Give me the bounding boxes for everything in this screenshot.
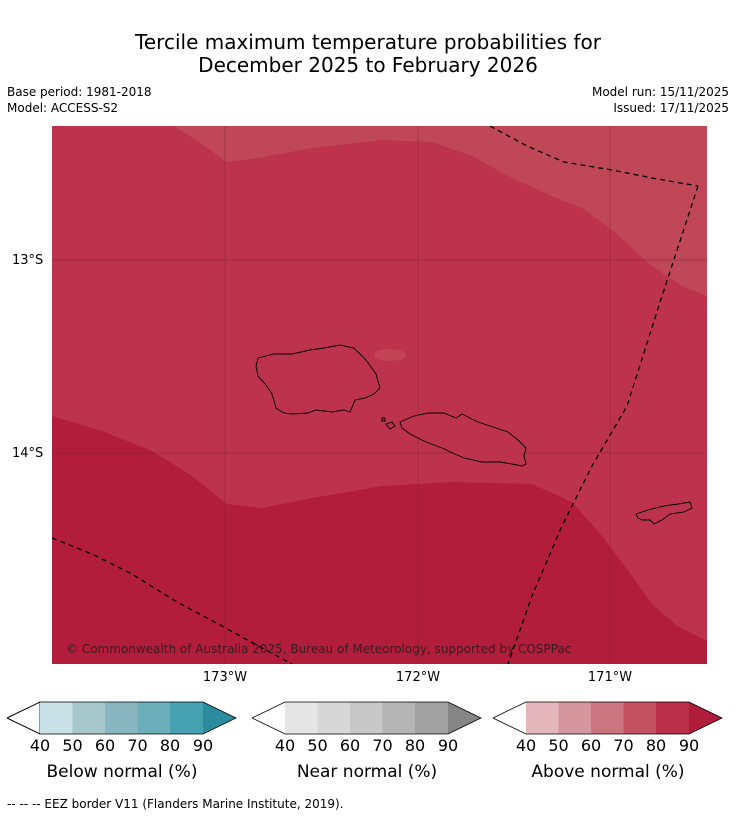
colorbar-near-label: Near normal (%) [296,762,438,782]
island-upolu [399,412,527,467]
graticule [52,126,707,664]
cbar-near-40-50 [285,702,318,734]
cbar-below-tick: 40 [29,736,51,755]
island-savaii [255,344,381,415]
cbar-near-tick: 70 [372,736,393,755]
cbar-below-tick: 50 [62,736,83,755]
eez-footnote: -- -- -- EEZ border V11 (Flanders Marine… [7,797,344,811]
eez-border [52,126,699,664]
map-title: Tercile maximum temperature probabilitie… [0,31,736,77]
cbar-above-50-60 [558,702,591,734]
eez-border-east [507,185,699,664]
island-manono [385,421,396,430]
colorbar-below-normal [7,701,237,735]
issued-date: Issued: 17/11/2025 [613,101,729,115]
cbar-below-80-90 [170,702,203,734]
cbar-near-outline [252,701,482,735]
colorbar-below-label: Below normal (%) [46,762,198,782]
model-run: Model run: 15/11/2025 [591,85,729,99]
meta-right: Model run: 15/11/2025 Issued: 17/11/2025 [592,84,729,116]
lat-label-13s: 13°S [12,253,44,268]
cbar-near-tick: 90 [437,736,459,755]
cbar-above-tick: 40 [515,736,537,755]
cbar-above-60-70 [591,702,624,734]
lon-label-173w: 173°W [202,670,248,685]
lat-label-14s: 14°S [12,446,44,461]
land-outlines [255,344,693,525]
cbar-below-40-50 [40,702,73,734]
cbar-below-tick: 80 [159,736,181,755]
cbar-above-80-90 [656,702,689,734]
cbar-above-tick: 50 [548,736,569,755]
copyright-notice: © Commonwealth of Australia 2025, Bureau… [66,642,572,656]
cbar-below-over [203,702,236,734]
map-title-line2: December 2025 to February 2026 [198,53,538,77]
cbar-below-tick: 60 [94,736,116,755]
region-above-80-90 [52,416,707,664]
cbar-near-under [252,702,285,734]
cbar-near-50-60 [317,702,350,734]
map-title-line1: Tercile maximum temperature probabilitie… [135,30,601,54]
cbar-above-tick: 80 [645,736,667,755]
region-above-60-70 [174,126,707,296]
cbar-above-under [493,702,526,734]
cbar-near-70-80 [382,702,415,734]
colorbar-above-label: Above normal (%) [531,762,685,782]
cbar-near-tick: 50 [307,736,328,755]
region-above-70-80-islet [374,349,406,361]
cbar-below-70-80 [137,702,170,734]
base-period: Base period: 1981-2018 [7,85,152,99]
cbar-below-tick: 70 [127,736,148,755]
cbar-below-50-60 [72,702,105,734]
cbar-above-40-50 [526,702,559,734]
meta-left: Base period: 1981-2018 Model: ACCESS-S2 [7,84,152,116]
cbar-near-tick: 40 [274,736,296,755]
cbar-below-60-70 [105,702,138,734]
cbar-above-tick: 70 [613,736,634,755]
cbar-above-70-80 [623,702,656,734]
eez-border-southwest [52,537,293,664]
cbar-near-tick: 80 [404,736,426,755]
probability-map [52,126,707,664]
colorbar-near-normal [252,701,482,735]
cbar-near-60-70 [350,702,383,734]
island-tutuila [635,501,693,525]
island-apolima [381,417,386,422]
cbar-above-outline [493,701,723,735]
lon-label-171w: 171°W [587,670,633,685]
cbar-above-tick: 60 [580,736,602,755]
cbar-above-tick: 90 [678,736,700,755]
cbar-near-80-90 [415,702,448,734]
lon-label-172w: 172°W [395,670,441,685]
cbar-below-tick: 90 [192,736,214,755]
cbar-below-outline [7,701,237,735]
model-name: Model: ACCESS-S2 [7,101,119,115]
cbar-near-tick: 60 [339,736,361,755]
cbar-near-over [448,702,481,734]
cbar-below-under [7,701,41,735]
colorbar-above-normal [493,701,723,735]
cbar-above-over [689,702,722,734]
